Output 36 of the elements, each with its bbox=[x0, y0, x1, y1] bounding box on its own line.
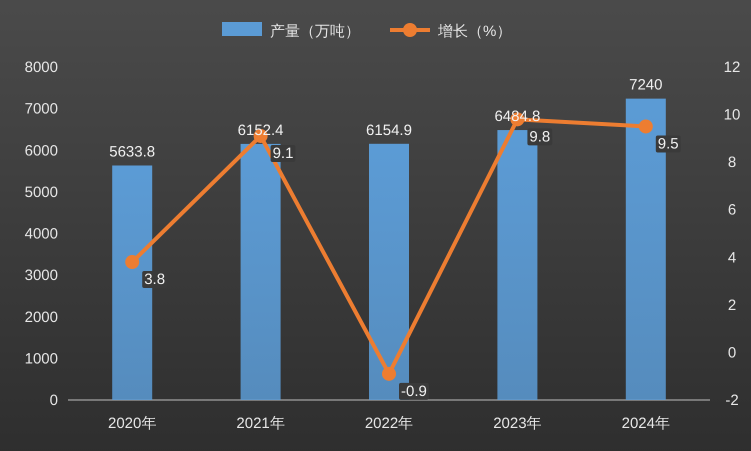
point bbox=[382, 366, 396, 381]
y2-tick-label: 6 bbox=[728, 202, 736, 219]
y-tick-label: 7000 bbox=[24, 100, 58, 118]
data-label: 6154.9 bbox=[366, 122, 412, 139]
data-label: 7240 bbox=[629, 76, 662, 94]
y-tick-label: 4000 bbox=[24, 226, 58, 242]
x-tick-label: 2022年 bbox=[364, 415, 414, 432]
x-tick-label: 2020年 bbox=[108, 415, 156, 432]
legend-label: 产量（万吨） bbox=[270, 23, 360, 40]
y2-tick-label: 12 bbox=[724, 59, 740, 76]
y-tick-label: 2000 bbox=[24, 308, 58, 326]
y-tick-label: 6000 bbox=[24, 142, 58, 160]
data-label: 9.8 bbox=[529, 128, 550, 146]
x-tick-label: 2024年 bbox=[622, 415, 670, 432]
y2-tick-label: 4 bbox=[728, 249, 736, 266]
y-tick-label: 3000 bbox=[24, 267, 58, 284]
data-label: 5633.8 bbox=[109, 143, 156, 160]
data-label: 9.5 bbox=[658, 135, 679, 152]
y2-tick-label: 0 bbox=[728, 344, 736, 362]
y-tick-label: 1000 bbox=[24, 350, 58, 368]
data-label: -0.9 bbox=[401, 382, 427, 400]
point bbox=[638, 119, 653, 134]
x-tick-label: 2021年 bbox=[236, 415, 285, 432]
y-tick-label: 5000 bbox=[24, 184, 58, 201]
legend-label: 增长（%） bbox=[437, 23, 512, 40]
y2-tick-label: -2 bbox=[725, 392, 739, 409]
y2-tick-label: 2 bbox=[728, 296, 736, 314]
data-label: 6152.4 bbox=[238, 122, 284, 139]
data-label: 3.8 bbox=[144, 271, 166, 288]
point bbox=[125, 255, 140, 270]
y-tick-label: 8000 bbox=[24, 59, 58, 76]
y2-tick-label: 10 bbox=[724, 106, 740, 124]
y-tick-label: 0 bbox=[50, 392, 58, 409]
y2-tick-label: 8 bbox=[728, 154, 736, 172]
x-tick-label: 2023年 bbox=[493, 415, 542, 432]
data-label: 9.1 bbox=[272, 144, 294, 162]
